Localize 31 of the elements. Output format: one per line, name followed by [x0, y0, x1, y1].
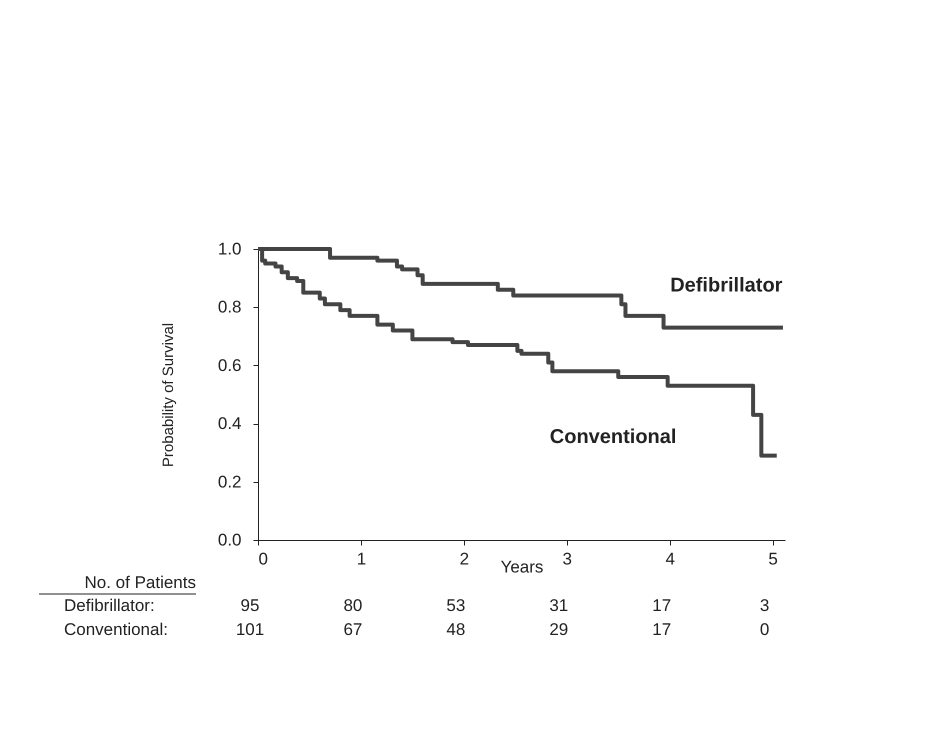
- text: 3: [760, 596, 770, 615]
- text: 17: [652, 596, 672, 615]
- x-tick-label: 1: [356, 550, 366, 568]
- x-tick-label: 0: [258, 550, 268, 568]
- text: 0: [760, 620, 770, 639]
- x-tick-label: 2: [460, 550, 470, 568]
- text: 48: [446, 620, 466, 639]
- text: Defibrillator:: [64, 596, 155, 615]
- y-tick-label: 1.0: [218, 240, 242, 258]
- text: 31: [549, 596, 568, 615]
- text: 53: [446, 596, 466, 615]
- x-tick-label: 3: [562, 550, 572, 568]
- series-label: Defibrillator: [670, 274, 783, 297]
- y-tick-label: 0.4: [218, 414, 242, 434]
- x-tick-label: 4: [665, 550, 675, 568]
- y-tick-label: 0.0: [218, 530, 242, 550]
- text: 17: [652, 620, 672, 639]
- text: 95: [240, 596, 260, 615]
- y-tick-label: 0.6: [218, 356, 242, 375]
- x-tick-label: 5: [768, 550, 778, 568]
- text: 80: [343, 596, 362, 615]
- text: 101: [236, 620, 264, 639]
- text: 67: [343, 620, 362, 639]
- text: 29: [549, 620, 568, 639]
- x-axis-title: Years: [500, 558, 544, 576]
- y-axis-title: Probability of Survival: [160, 322, 177, 468]
- text: Conventional:: [64, 620, 168, 639]
- y-tick-label: 0.8: [218, 298, 242, 317]
- text: Conventional: [550, 426, 676, 448]
- y-tick-label: 0.2: [218, 472, 242, 492]
- text: No. of Patients: [84, 573, 196, 592]
